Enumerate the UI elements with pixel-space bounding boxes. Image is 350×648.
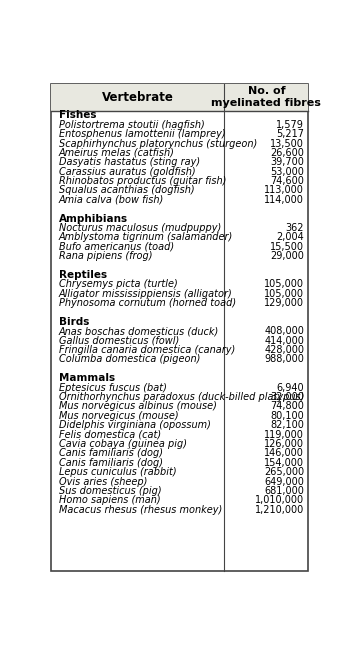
Text: Entosphenus lamottenii (lamprey): Entosphenus lamottenii (lamprey) [59,129,225,139]
Text: Amia calva (bow fish): Amia calva (bow fish) [59,195,164,205]
Text: 119,000: 119,000 [264,430,304,439]
Text: 1,210,000: 1,210,000 [255,505,304,515]
Text: 428,000: 428,000 [264,345,304,355]
Text: 82,100: 82,100 [270,420,304,430]
Text: Felis domestica (cat): Felis domestica (cat) [59,430,161,439]
Text: 154,000: 154,000 [264,457,304,468]
Text: Amblystoma tigrinum (salamander): Amblystoma tigrinum (salamander) [59,233,233,242]
Text: Chrysemys picta (turtle): Chrysemys picta (turtle) [59,279,177,290]
Text: Macacus rhesus (rhesus monkey): Macacus rhesus (rhesus monkey) [59,505,222,515]
Bar [50,84,308,111]
Text: 53,000: 53,000 [270,167,304,177]
Text: 105,000: 105,000 [264,279,304,290]
Text: Mus norvegicus albinus (mouse): Mus norvegicus albinus (mouse) [59,401,217,411]
Text: Sus domesticus (pig): Sus domesticus (pig) [59,486,161,496]
Text: 408,000: 408,000 [264,327,304,336]
Text: 80,100: 80,100 [271,411,304,421]
Text: Mus norvegicus (mouse): Mus norvegicus (mouse) [59,411,178,421]
Text: 126,000: 126,000 [264,439,304,449]
Text: Ornithorhynchus paradoxus (duck-billed platypus): Ornithorhynchus paradoxus (duck-billed p… [59,392,304,402]
Text: Eptesicus fuscus (bat): Eptesicus fuscus (bat) [59,383,167,393]
Text: 26,600: 26,600 [270,148,304,158]
Text: 113,000: 113,000 [264,185,304,196]
Text: Vertebrate: Vertebrate [102,91,174,104]
Text: Scaphirhynchus platorynchus (sturgeon): Scaphirhynchus platorynchus (sturgeon) [59,139,257,148]
Text: 5,217: 5,217 [276,129,304,139]
Text: Phynosoma cornutum (horned toad): Phynosoma cornutum (horned toad) [59,298,236,308]
Text: 362: 362 [286,223,304,233]
Text: Homo sapiens (man): Homo sapiens (man) [59,495,160,505]
Text: 32,000: 32,000 [270,392,304,402]
Text: Didelphis virginiana (opossum): Didelphis virginiana (opossum) [59,420,211,430]
Text: 114,000: 114,000 [264,195,304,205]
Text: Reptiles: Reptiles [59,270,107,280]
Text: Ameirus melas (catfish): Ameirus melas (catfish) [59,148,175,158]
Text: Fringilla canaria domestica (canary): Fringilla canaria domestica (canary) [59,345,235,355]
Text: 105,000: 105,000 [264,289,304,299]
Text: Carassius auratus (goldfish): Carassius auratus (goldfish) [59,167,195,177]
Text: 146,000: 146,000 [264,448,304,458]
Text: Lepus cuniculus (rabbit): Lepus cuniculus (rabbit) [59,467,176,477]
Text: 29,000: 29,000 [270,251,304,261]
Text: 39,700: 39,700 [270,157,304,167]
Text: 15,500: 15,500 [270,242,304,252]
Text: Squalus acanthias (dogfish): Squalus acanthias (dogfish) [59,185,194,196]
Text: Columba domestica (pigeon): Columba domestica (pigeon) [59,354,200,364]
Text: Dasyatis hastatus (sting ray): Dasyatis hastatus (sting ray) [59,157,200,167]
Text: Rana pipiens (frog): Rana pipiens (frog) [59,251,152,261]
Text: Alligator mississippiensis (alligator): Alligator mississippiensis (alligator) [59,289,232,299]
Text: 13,500: 13,500 [270,139,304,148]
Text: Gallus domesticus (fowl): Gallus domesticus (fowl) [59,336,179,346]
Text: Mammals: Mammals [59,373,115,383]
Text: 129,000: 129,000 [264,298,304,308]
Text: Rhinobatos productus (guitar fish): Rhinobatos productus (guitar fish) [59,176,226,186]
Text: 2,004: 2,004 [276,233,304,242]
Text: 1,579: 1,579 [276,120,304,130]
Text: Anas boschas domesticus (duck): Anas boschas domesticus (duck) [59,327,219,336]
Text: 681,000: 681,000 [264,486,304,496]
Text: Ovis aries (sheep): Ovis aries (sheep) [59,476,147,487]
Text: 649,000: 649,000 [264,476,304,487]
Text: Canis familiaris (dog): Canis familiaris (dog) [59,457,163,468]
Text: No. of
myelinated fibres: No. of myelinated fibres [211,86,321,108]
Text: Birds: Birds [59,317,89,327]
Text: Amphibians: Amphibians [59,214,128,224]
Text: Nocturus maculosus (mudpuppy): Nocturus maculosus (mudpuppy) [59,223,221,233]
Text: Bufo americanus (toad): Bufo americanus (toad) [59,242,174,252]
Text: Fishes: Fishes [59,110,96,121]
Text: Polistortrema stoutii (hagfish): Polistortrema stoutii (hagfish) [59,120,204,130]
Text: 988,000: 988,000 [264,354,304,364]
Text: 6,940: 6,940 [276,383,304,393]
Text: 1,010,000: 1,010,000 [255,495,304,505]
Text: 414,000: 414,000 [264,336,304,346]
Text: 74,600: 74,600 [270,176,304,186]
Text: 74,800: 74,800 [270,401,304,411]
Text: Cavia cobaya (guinea pig): Cavia cobaya (guinea pig) [59,439,187,449]
Text: Canis familiaris (dog): Canis familiaris (dog) [59,448,163,458]
Text: 265,000: 265,000 [264,467,304,477]
